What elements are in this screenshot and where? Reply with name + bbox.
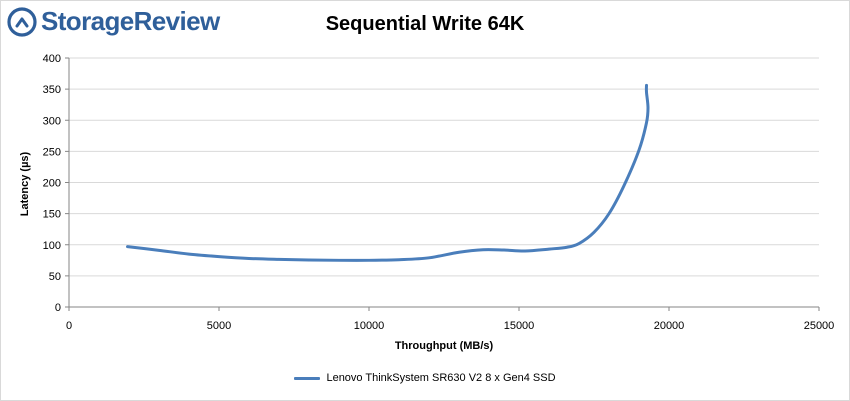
legend-swatch: [294, 376, 321, 380]
y-tick-label: 350: [43, 84, 61, 96]
x-tick-label: 0: [66, 320, 72, 332]
y-tick-label: 150: [43, 209, 61, 221]
x-tick-label: 10000: [354, 320, 385, 332]
x-tick-label: 25000: [804, 320, 835, 332]
legend-label: Lenovo ThinkSystem SR630 V2 8 x Gen4 SSD: [326, 372, 556, 384]
series-line: [126, 83, 650, 262]
y-tick-label: 300: [43, 115, 61, 127]
chart-grid: [69, 57, 819, 277]
chart-series: [126, 83, 650, 262]
brand-logo: StorageReview: [7, 6, 220, 37]
y-tick-label: 0: [55, 302, 61, 314]
chart-legend: Lenovo ThinkSystem SR630 V2 8 x Gen4 SSD: [1, 372, 849, 384]
brand-name: StorageReview: [41, 6, 220, 36]
y-tick-label: 200: [43, 178, 61, 190]
storagereview-logo-icon: [7, 6, 37, 37]
x-tick-label: 5000: [207, 320, 231, 332]
x-tick-label: 15000: [504, 320, 535, 332]
x-tick-labels: 0 5000 10000 15000 20000 25000: [66, 320, 834, 332]
y-tick-labels: 0 50 100 150 200 250 300 350 400: [43, 53, 61, 314]
y-tick-label: 400: [43, 53, 61, 65]
x-axis-label: Throughput (MB/s): [395, 340, 494, 352]
y-axis-label: Latency (µs): [19, 151, 31, 216]
y-tick-label: 250: [43, 146, 61, 158]
y-tick-label: 100: [43, 240, 61, 252]
x-tick-label: 20000: [654, 320, 685, 332]
chart-axes: [65, 57, 820, 311]
y-tick-label: 50: [49, 271, 61, 283]
chart-title: Sequential Write 64K: [325, 13, 525, 35]
